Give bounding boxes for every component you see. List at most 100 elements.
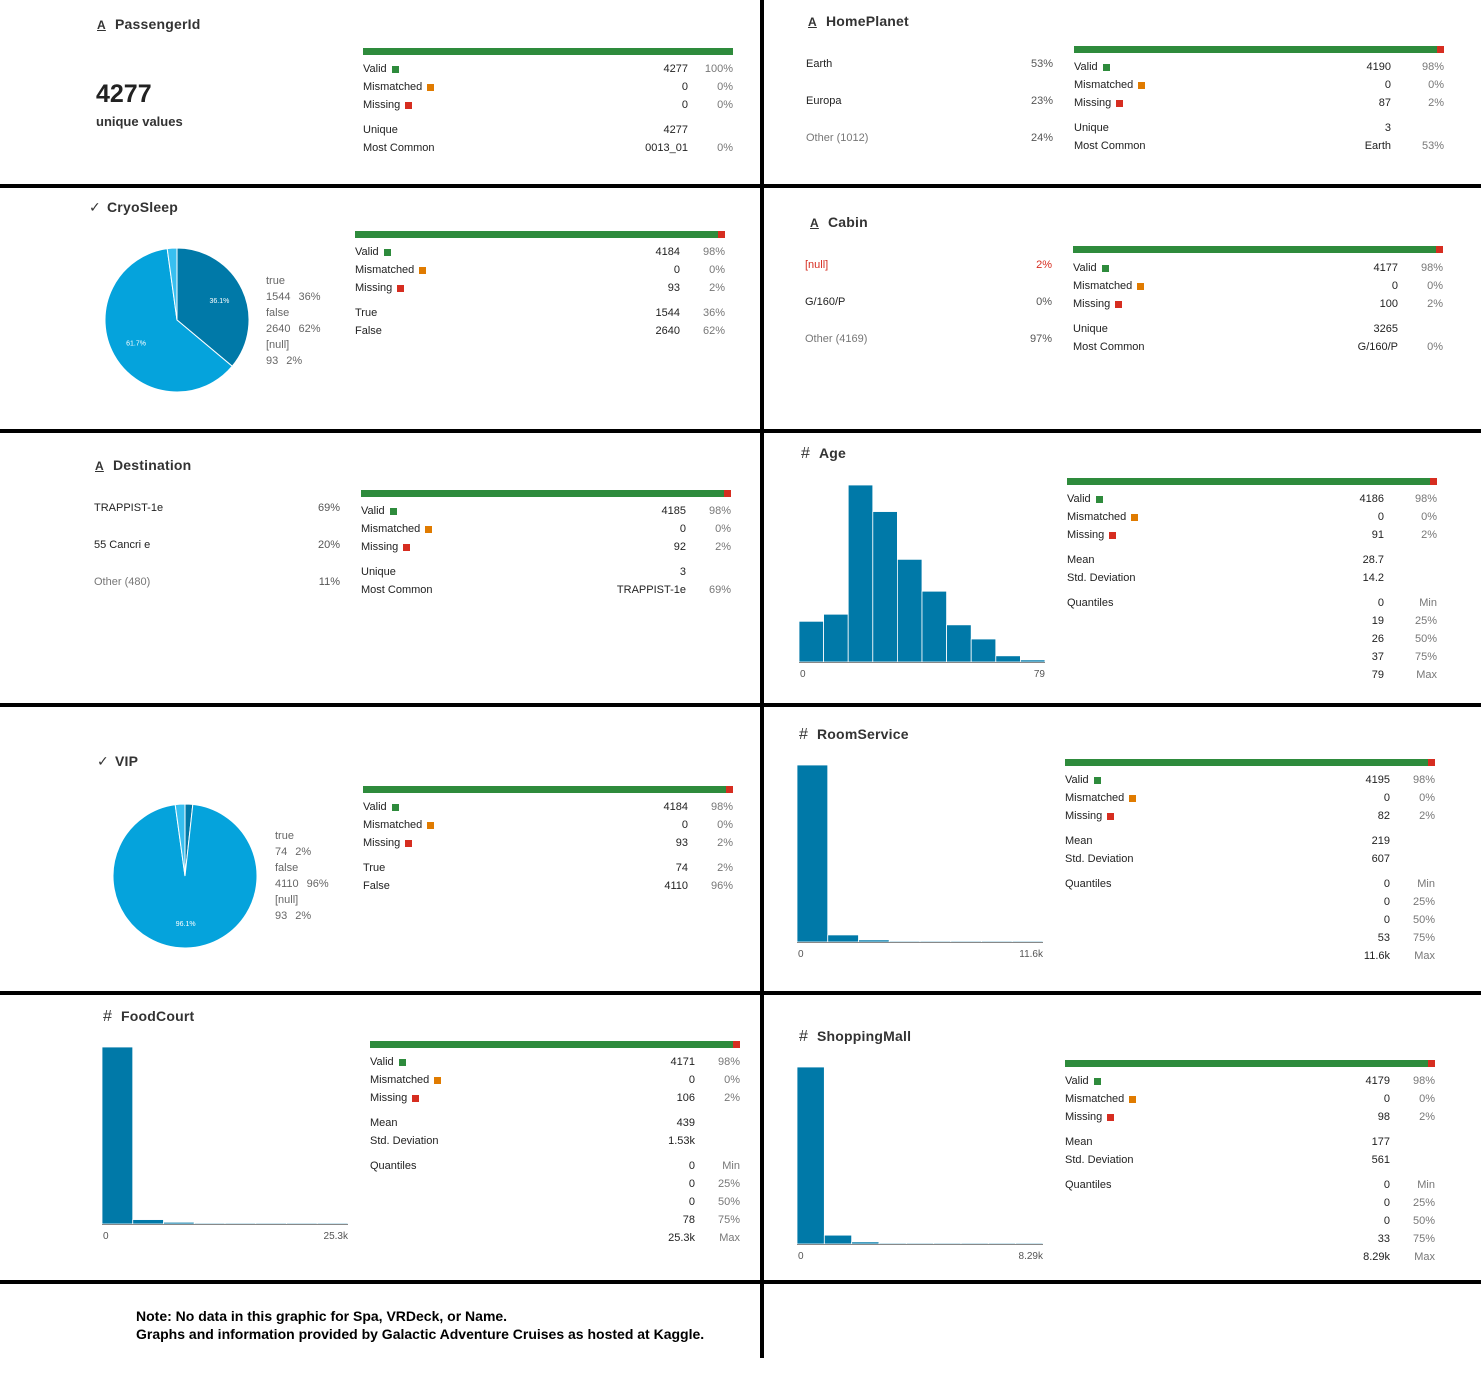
stat-label: Valid (1065, 774, 1089, 786)
quantile-label: 75% (1412, 1233, 1435, 1245)
category-pct: 69% (317, 502, 340, 514)
histogram-bar (823, 613, 849, 663)
stat-pct: 2% (1421, 529, 1437, 541)
stat-value: 561 (1371, 1154, 1390, 1166)
category-label: Other (1012) (806, 132, 869, 144)
stat-pct: 0% (717, 81, 733, 93)
stat-row-mean: Mean 28.7 (1067, 554, 1437, 568)
histogram-bar (896, 558, 923, 663)
category-item: Earth 53% (806, 58, 1053, 72)
quantile-row: 33 75% (1065, 1233, 1435, 1247)
category-pct: 0% (1036, 296, 1052, 308)
category-item: Europa 23% (806, 95, 1053, 109)
stat-label: Unique (1074, 122, 1109, 134)
quantile-value: 0 (1383, 896, 1390, 908)
histogram-bar (970, 638, 997, 663)
histogram-bar (255, 1222, 287, 1225)
row-divider-2 (0, 429, 1481, 433)
legend-count: 93 (275, 910, 288, 922)
stat-row-unique: Unique 4277 (363, 124, 733, 138)
stat-label: Mismatched (1073, 280, 1133, 292)
legend-swatch (1137, 283, 1144, 290)
row-divider-5 (0, 1280, 1481, 1284)
legend-swatch (1131, 514, 1138, 521)
stat-value: 219 (1371, 835, 1390, 847)
stat-value: 0 (1384, 79, 1391, 91)
validity-bar (363, 786, 733, 793)
stat-pct: 0% (1421, 511, 1437, 523)
stat-pct: 2% (709, 282, 725, 294)
stat-row-mismatched: Mismatched 0 0% (1074, 79, 1444, 93)
stat-value: 177 (1371, 1136, 1390, 1148)
pie-slice-label: 36.1% (209, 298, 229, 305)
legend-values: 4110 96% (275, 876, 329, 892)
quantile-row: 25.3k Max (370, 1232, 740, 1246)
missing-segment (1427, 1060, 1435, 1067)
quantile-label: 75% (1412, 932, 1435, 944)
quantile-row: 0 50% (1065, 914, 1435, 928)
stat-value: 0 (1377, 511, 1384, 523)
category-label: Other (480) (94, 576, 151, 588)
cryosleep-panel: ✓ CryoSleep 36.1% 61.7% true 1544 36% false 26… (0, 188, 760, 429)
stat-row-valid: Valid 4177 98% (1073, 262, 1443, 276)
category-label: Europa (806, 95, 842, 107)
stat-label: False (363, 880, 390, 892)
stat-row-valid: Valid 4195 98% (1065, 774, 1435, 788)
stat-pct: 98% (708, 505, 731, 517)
legend-pct: 2% (286, 355, 303, 367)
stat-pct: 98% (702, 246, 725, 258)
histogram-bar (888, 940, 921, 943)
stat-value: 4195 (1365, 774, 1390, 786)
stat-value: 2640 (655, 325, 680, 337)
unique-count: 4277 (96, 80, 152, 108)
roomservice-panel: # RoomService 0 11.6k Valid 4195 98% Mismatch… (764, 707, 1481, 991)
legend-count: 2640 (266, 323, 291, 335)
missing-segment (1435, 246, 1443, 253)
stat-pct: 98% (1412, 774, 1435, 786)
quantile-row: 78 75% (370, 1214, 740, 1228)
legend-swatch (1094, 777, 1101, 784)
missing-segment (732, 1041, 740, 1048)
stat-row-valid: Valid 4171 98% (370, 1056, 740, 1070)
quantile-label: 25% (1412, 896, 1435, 908)
stat-value: 1.53k (668, 1135, 695, 1147)
histogram-bar (919, 940, 952, 943)
stat-label: False (355, 325, 382, 337)
stat-label: Mismatched (1065, 1093, 1125, 1105)
passengerid-panel: A PassengerId 4277 unique values Valid 427… (0, 0, 760, 184)
histogram-bar (1019, 659, 1046, 663)
foodcourt-title: # FoodCourt (103, 1008, 195, 1025)
check-icon: ✓ (89, 199, 101, 215)
pie-slice-label: 61.7% (126, 341, 146, 348)
category-label: Other (4169) (805, 333, 868, 345)
string-icon: A (808, 15, 817, 29)
missing-segment (1436, 46, 1444, 53)
stat-label: Missing (355, 282, 393, 294)
stat-row-most-common: Most Common G/160/P 0% (1073, 341, 1443, 355)
stat-label: Most Common (361, 584, 433, 596)
stat-pct: 2% (1428, 97, 1444, 109)
stat-row-most-common: Most Common 0013_01 0% (363, 142, 733, 156)
stat-row-mismatched: Mismatched 0 0% (363, 81, 733, 95)
histogram-bar (847, 484, 874, 663)
shoppingmall-panel: # ShoppingMall 0 8.29k Valid 4179 98% Mismatc… (764, 995, 1481, 1280)
quantiles-label: Quantiles (1067, 597, 1114, 609)
stat-pct: 0% (1427, 341, 1443, 353)
stat-value: 4277 (663, 63, 688, 75)
stat-label: Missing (1073, 298, 1111, 310)
stat-value: 3 (1384, 122, 1391, 134)
quantile-row: 53 75% (1065, 932, 1435, 946)
legend-swatch (1103, 64, 1110, 71)
validity-bar (1074, 46, 1444, 53)
stat-pct: 98% (1420, 262, 1443, 274)
legend-pct: 36% (298, 291, 321, 303)
legend-values: 74 2% (275, 844, 329, 860)
stat-row-mismatched: Mismatched 0 0% (363, 819, 733, 833)
stat-label: Missing (1065, 810, 1103, 822)
category-pct: 2% (1036, 259, 1052, 271)
histogram-bar (163, 1221, 195, 1225)
stat-pct: 98% (717, 1056, 740, 1068)
stat-value: 4277 (663, 124, 688, 136)
x-tick-max: 8.29k (1019, 1251, 1044, 1262)
quantile-value: 37 (1371, 651, 1384, 663)
